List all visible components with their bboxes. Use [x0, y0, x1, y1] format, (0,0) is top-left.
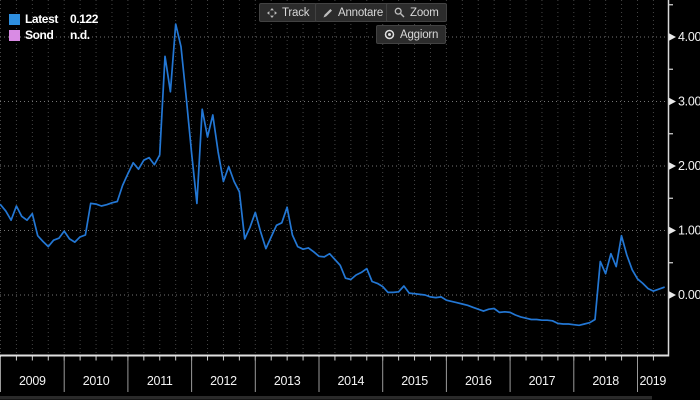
y-axis-label: 3.00	[678, 95, 700, 109]
legend-value: 0.122	[70, 12, 99, 26]
y-axis-label: 0.00	[678, 288, 700, 302]
x-axis	[0, 354, 669, 361]
refresh-button[interactable]: Aggiorn	[376, 25, 447, 44]
x-axis-year-label: 2010	[83, 374, 110, 388]
legend-label: Sond	[25, 28, 54, 42]
x-axis-year-label: 2015	[401, 374, 428, 388]
track-button[interactable]: Track	[259, 3, 318, 22]
x-axis-year-label: 2009	[19, 374, 46, 388]
legend-row-sond[interactable]: Sond n.d.	[9, 28, 98, 42]
bottom-scrollbar[interactable]	[0, 396, 652, 400]
chart-legend: Latest 0.122 Sond n.d.	[9, 12, 98, 42]
move-icon	[267, 7, 277, 18]
vertical-gridlines	[0, 0, 654, 354]
x-axis-year-label: 2017	[529, 374, 556, 388]
x-axis-year-label: 2013	[274, 374, 301, 388]
year-band: 2009 2010 2011 2012 2013 2014 2015 2016 2017 2018…	[0, 357, 667, 392]
magnifier-icon	[394, 7, 405, 18]
x-axis-year-label: 2014	[338, 374, 365, 388]
series-line-latest	[0, 23, 665, 327]
series-swatch-latest	[9, 13, 20, 25]
annotate-button-label: Annotare	[338, 6, 384, 19]
horizontal-gridlines	[0, 36, 668, 296]
series-swatch-sond	[9, 29, 20, 41]
refresh-button-label: Aggiorn	[400, 28, 439, 41]
x-axis-year-label: 2012	[210, 374, 237, 388]
x-axis-year-label: 2018	[592, 374, 619, 388]
legend-label: Latest	[25, 12, 58, 26]
x-axis-year-label: 2019	[639, 374, 666, 388]
pencil-icon	[323, 8, 332, 17]
y-axis-label: 2.00	[678, 159, 700, 173]
legend-value: n.d.	[70, 28, 90, 42]
zoom-button[interactable]: Zoom	[386, 3, 447, 22]
y-axis-label: 4.00	[678, 30, 700, 44]
y-axis: 0.00 1.00 2.00 3.00 4.00	[667, 0, 700, 357]
y-axis-label: 1.00	[678, 224, 700, 238]
target-icon	[384, 29, 395, 40]
x-axis-year-label: 2016	[465, 374, 492, 388]
annotate-button[interactable]: Annotare	[315, 3, 392, 22]
track-button-label: Track	[282, 6, 310, 19]
legend-row-latest[interactable]: Latest 0.122	[9, 12, 98, 26]
zoom-button-label: Zoom	[410, 6, 439, 19]
x-axis-year-label: 2011	[147, 374, 173, 388]
